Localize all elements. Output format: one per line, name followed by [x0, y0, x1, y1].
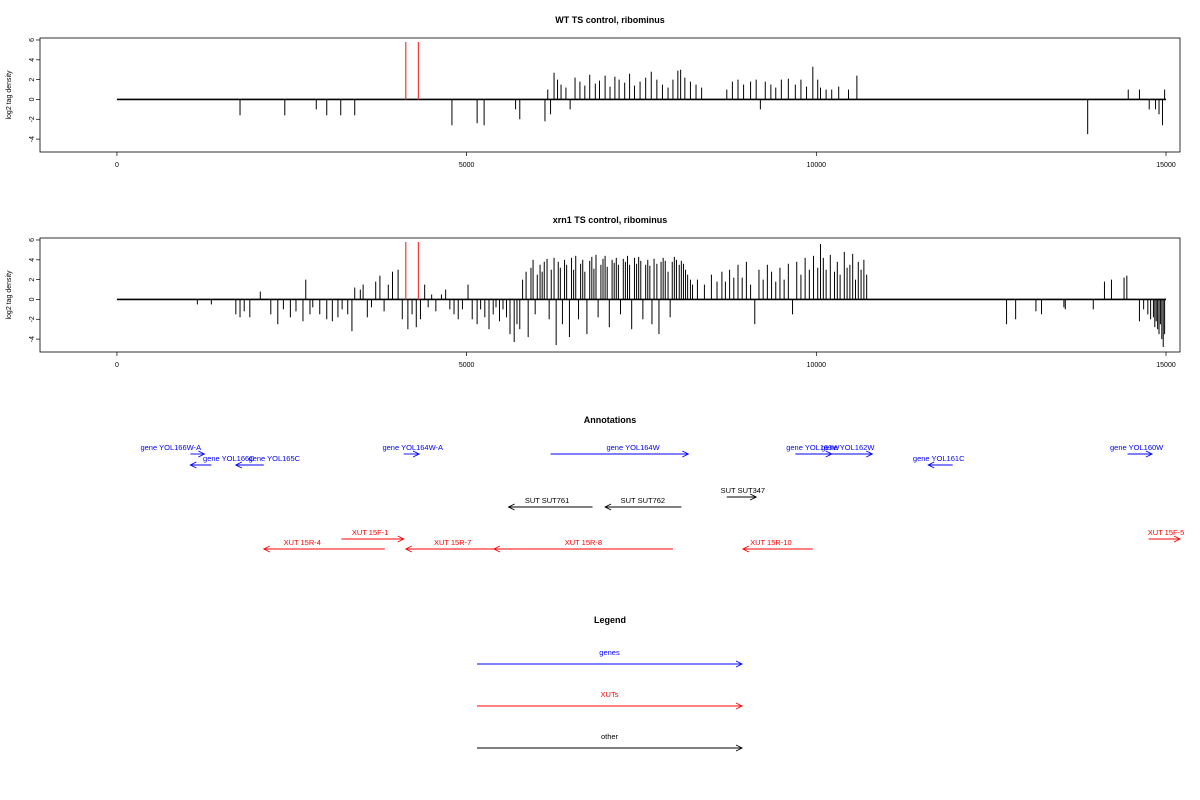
feature-label: XUT 15R-7 — [434, 538, 471, 547]
feature-arrow-head — [741, 545, 750, 553]
feature-label: SUT SUT347 — [721, 486, 765, 495]
xrn1-y-tick-label: -2 — [29, 316, 36, 322]
feature-label: SUT SUT762 — [621, 496, 665, 505]
xrn1-plot-frame — [39, 237, 1181, 353]
feature-label: gene YOL161C — [913, 454, 965, 463]
xrn1-y-tick-label: 6 — [29, 238, 36, 242]
feature-label: gene YOL165C — [249, 454, 301, 463]
feature-arrow-head — [927, 461, 935, 469]
wt-x-tick-label: 15000 — [1156, 162, 1176, 169]
wt-plot-frame — [39, 37, 1181, 153]
feature-arrow-head — [1173, 535, 1182, 543]
legend-panel: Legend genes XUTs other — [477, 615, 744, 752]
feature-label: gene YOL164W-A — [382, 443, 443, 452]
feature-label: XUT 15R-8 — [565, 538, 602, 547]
wt-coverage-panel: WT TS control, ribominus log2 tag densit… — [6, 15, 1181, 169]
legend-entry-arrow-head — [735, 702, 744, 710]
xrn1-x-tick-label: 10000 — [807, 362, 827, 369]
feature-label: XUT 15F-1 — [352, 528, 389, 537]
feature-label: gene YOL166W-A — [140, 443, 201, 452]
xrn1-x-tick-label: 0 — [115, 362, 119, 369]
legend-entry-arrow-head — [735, 744, 744, 752]
legend-entry-label: genes — [599, 648, 620, 657]
wt-y-tick-label: 6 — [29, 38, 36, 42]
feature-label: XUT 15R-4 — [284, 538, 321, 547]
wt-y-tick-label: 0 — [29, 97, 36, 101]
wt-y-tick-label: 2 — [29, 78, 36, 82]
feature-arrow-head — [262, 545, 271, 553]
xrn1-y-tick-label: 0 — [29, 297, 36, 301]
feature-arrow-head — [866, 450, 874, 458]
wt-x-tick-label: 10000 — [807, 162, 827, 169]
xrn1-x-tick-label: 5000 — [459, 362, 475, 369]
feature-arrow-head — [198, 450, 206, 458]
feature-arrow-head — [492, 545, 501, 553]
feature-arrow-head — [189, 461, 197, 469]
feature-arrow-head — [404, 545, 412, 553]
wt-y-tick-label: -4 — [29, 136, 36, 142]
wt-y-tick-label: -2 — [29, 116, 36, 122]
xrn1-y-tick-label: 2 — [29, 278, 36, 282]
feature-label: SUT SUT761 — [525, 496, 569, 505]
xrn1-y-tick-label: 4 — [29, 258, 36, 262]
wt-y-tick-label: 4 — [29, 58, 36, 62]
annotations-title: Annotations — [584, 415, 637, 425]
feature-arrow-head — [682, 450, 690, 458]
wt-y-axis-label: log2 tag density — [6, 70, 13, 120]
feature-label: gene YOL163W — [786, 443, 840, 452]
feature-arrow-head — [234, 461, 243, 469]
feature-arrow-head — [397, 535, 405, 543]
feature-label: gene YOL164W — [606, 443, 660, 452]
xrn1-y-axis-label: log2 tag density — [6, 270, 13, 320]
feature-arrow-head — [412, 450, 421, 458]
legend-entry-label: other — [601, 732, 619, 741]
feature-label: gene YOL162W — [821, 443, 875, 452]
feature-arrow-head — [507, 503, 515, 511]
xrn1-coverage-panel: xrn1 TS control, ribominus log2 tag dens… — [6, 215, 1181, 369]
feature-label: gene YOL166C — [203, 454, 255, 463]
xrn1-x-tick-label: 15000 — [1156, 362, 1176, 369]
feature-label: XUT 15F-5 — [1148, 528, 1185, 537]
feature-arrow-head — [1145, 450, 1154, 458]
feature-label: gene YOL160W — [1110, 443, 1164, 452]
xrn1-panel-title: xrn1 TS control, ribominus — [553, 215, 668, 225]
legend-entry-arrow-head — [735, 660, 744, 668]
wt-panel-title: WT TS control, ribominus — [555, 15, 665, 25]
feature-arrow-head — [604, 503, 612, 511]
legend-title: Legend — [594, 615, 626, 625]
feature-label: XUT 15R-10 — [750, 538, 792, 547]
feature-arrow-head — [749, 493, 758, 501]
wt-x-tick-label: 5000 — [459, 162, 475, 169]
wt-x-tick-label: 0 — [115, 162, 119, 169]
xrn1-y-tick-label: -4 — [29, 336, 36, 342]
legend-entry-label: XUTs — [601, 690, 619, 699]
